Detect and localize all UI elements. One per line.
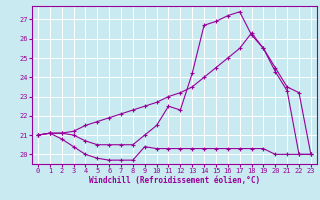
X-axis label: Windchill (Refroidissement éolien,°C): Windchill (Refroidissement éolien,°C): [89, 176, 260, 185]
